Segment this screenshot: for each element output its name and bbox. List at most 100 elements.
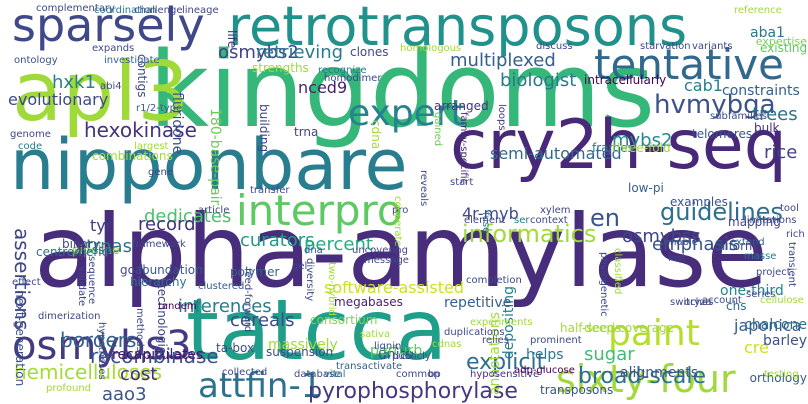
cloud-word: message (364, 256, 409, 266)
cloud-word: centromeric (36, 246, 108, 258)
cloud-word: lost (668, 254, 686, 264)
cloud-word: adp-glucose (514, 366, 575, 376)
cloud-word: article (198, 206, 229, 216)
cloud-word: polymer (230, 266, 279, 278)
cloud-word: feed-forward (242, 268, 252, 332)
cloud-word: cdnas (432, 340, 462, 350)
cloud-word: constraints (722, 84, 800, 98)
cloud-word: cab1 (684, 78, 723, 94)
cloud-word: rice (764, 144, 797, 162)
cloud-word: oryza (684, 298, 712, 308)
cloud-word: transposons (540, 384, 613, 396)
cloud-word: alignments (620, 366, 698, 380)
cloud-word: experiments (470, 318, 533, 328)
cloud-word: trna (294, 126, 318, 138)
cloud-word: phylogenetic (598, 252, 608, 317)
cloud-word: classified (612, 248, 622, 294)
cloud-word: arranged (434, 100, 489, 112)
cloud-word: tandem (158, 302, 197, 312)
cloud-word: chalcone (744, 318, 807, 332)
cloud-word: r1/2-type (136, 104, 182, 114)
cloud-word: dna (304, 246, 323, 256)
cloud-word: bulk (754, 122, 780, 134)
cloud-word: testing (764, 370, 799, 380)
cloud-word: multiplexed (450, 52, 556, 70)
cloud-word: fluridone (170, 92, 184, 154)
cloud-word: cooperate (392, 196, 402, 247)
cloud-word: extend (730, 238, 765, 248)
cloud-word: examples (670, 196, 728, 208)
cloud-word: gene (148, 168, 173, 178)
cloud-word: technologies (156, 284, 168, 361)
cloud-word: ser (514, 216, 529, 226)
cloud-word: two-hybrid (326, 262, 336, 316)
cloud-word: biologist (500, 72, 576, 90)
cloud-word: retrieving (256, 44, 343, 62)
cloud-word: diversity (304, 258, 314, 301)
cloud-word: variants (692, 42, 733, 52)
cloud-word: bp (428, 370, 441, 380)
cloud-word: discuss (536, 42, 573, 52)
cloud-word: intracellularly (584, 74, 666, 86)
cloud-word: cost (120, 366, 157, 384)
cloud-word: xylem (540, 206, 571, 216)
cloud-word: next-generation (14, 290, 26, 386)
cloud-word: code (18, 142, 42, 152)
cloud-word: recognize (318, 66, 367, 76)
cloud-word: dimerization (38, 312, 100, 322)
cloud-word: context (530, 216, 568, 226)
cloud-word: aao3 (102, 386, 147, 404)
cloud-word: three-fold (612, 142, 671, 154)
cloud-word: gained (432, 112, 442, 146)
cloud-word: relies (482, 336, 509, 346)
cloud-word: largest (134, 142, 168, 152)
cloud-word: family-specific (458, 112, 468, 184)
cloud-word: sequence (86, 256, 96, 304)
cloud-word: loops (496, 104, 506, 131)
cloud-word: lineage (182, 6, 219, 16)
cloud-word: barley (763, 334, 807, 348)
cloud-word: goal (120, 264, 146, 276)
cloud-word: profound (46, 384, 91, 394)
cloud-word: abi4 (100, 82, 122, 92)
cloud-word: evolutionary (8, 92, 108, 108)
cloud-word: reveals (418, 170, 428, 206)
cloud-word: life (226, 30, 238, 48)
cloud-word: cdna (370, 120, 382, 149)
cloud-word: transfer (250, 186, 290, 196)
cloud-word: transactivate (336, 362, 402, 372)
cloud-word: homologous (400, 44, 461, 54)
cloud-word: software-assisted (324, 280, 464, 296)
cloud-word: en (590, 206, 620, 230)
cloud-word: masse (744, 252, 776, 262)
cloud-word: start (450, 178, 473, 188)
cloud-word: collected (222, 368, 267, 378)
cloud-word: megabases (334, 296, 403, 308)
cloud-word: strengths (252, 62, 309, 74)
cloud-word: challenge (134, 6, 183, 16)
cloud-word: building (258, 104, 270, 152)
cloud-word: sugar (584, 346, 635, 364)
cloud-word: subfamilies (710, 112, 767, 122)
cloud-word: rich (786, 230, 805, 240)
cloud-word: prominent (530, 336, 582, 346)
cloud-word: starvation (640, 42, 691, 52)
cloud-word: clustered (198, 282, 244, 292)
cloud-word: methods (134, 308, 144, 352)
cloud-word: deep-coverage (584, 322, 674, 334)
cloud-word: investigate (104, 56, 160, 66)
cloud-word: limitations (744, 216, 797, 226)
cloud-word: low-pi (628, 182, 664, 194)
cloud-word: effect (12, 278, 41, 288)
cloud-word: genome (10, 130, 51, 140)
cloud-word: tool (780, 204, 799, 214)
cloud-word: hypotheses (96, 322, 106, 380)
cloud-word: record (138, 216, 196, 234)
cloud-word: element (464, 216, 505, 226)
cloud-word: enable (664, 238, 698, 248)
cloud-word: expands (92, 44, 134, 54)
cloud-word: consortium (310, 314, 377, 326)
cloud-word: sativa (360, 330, 390, 340)
cloud-word: transient (786, 242, 796, 287)
